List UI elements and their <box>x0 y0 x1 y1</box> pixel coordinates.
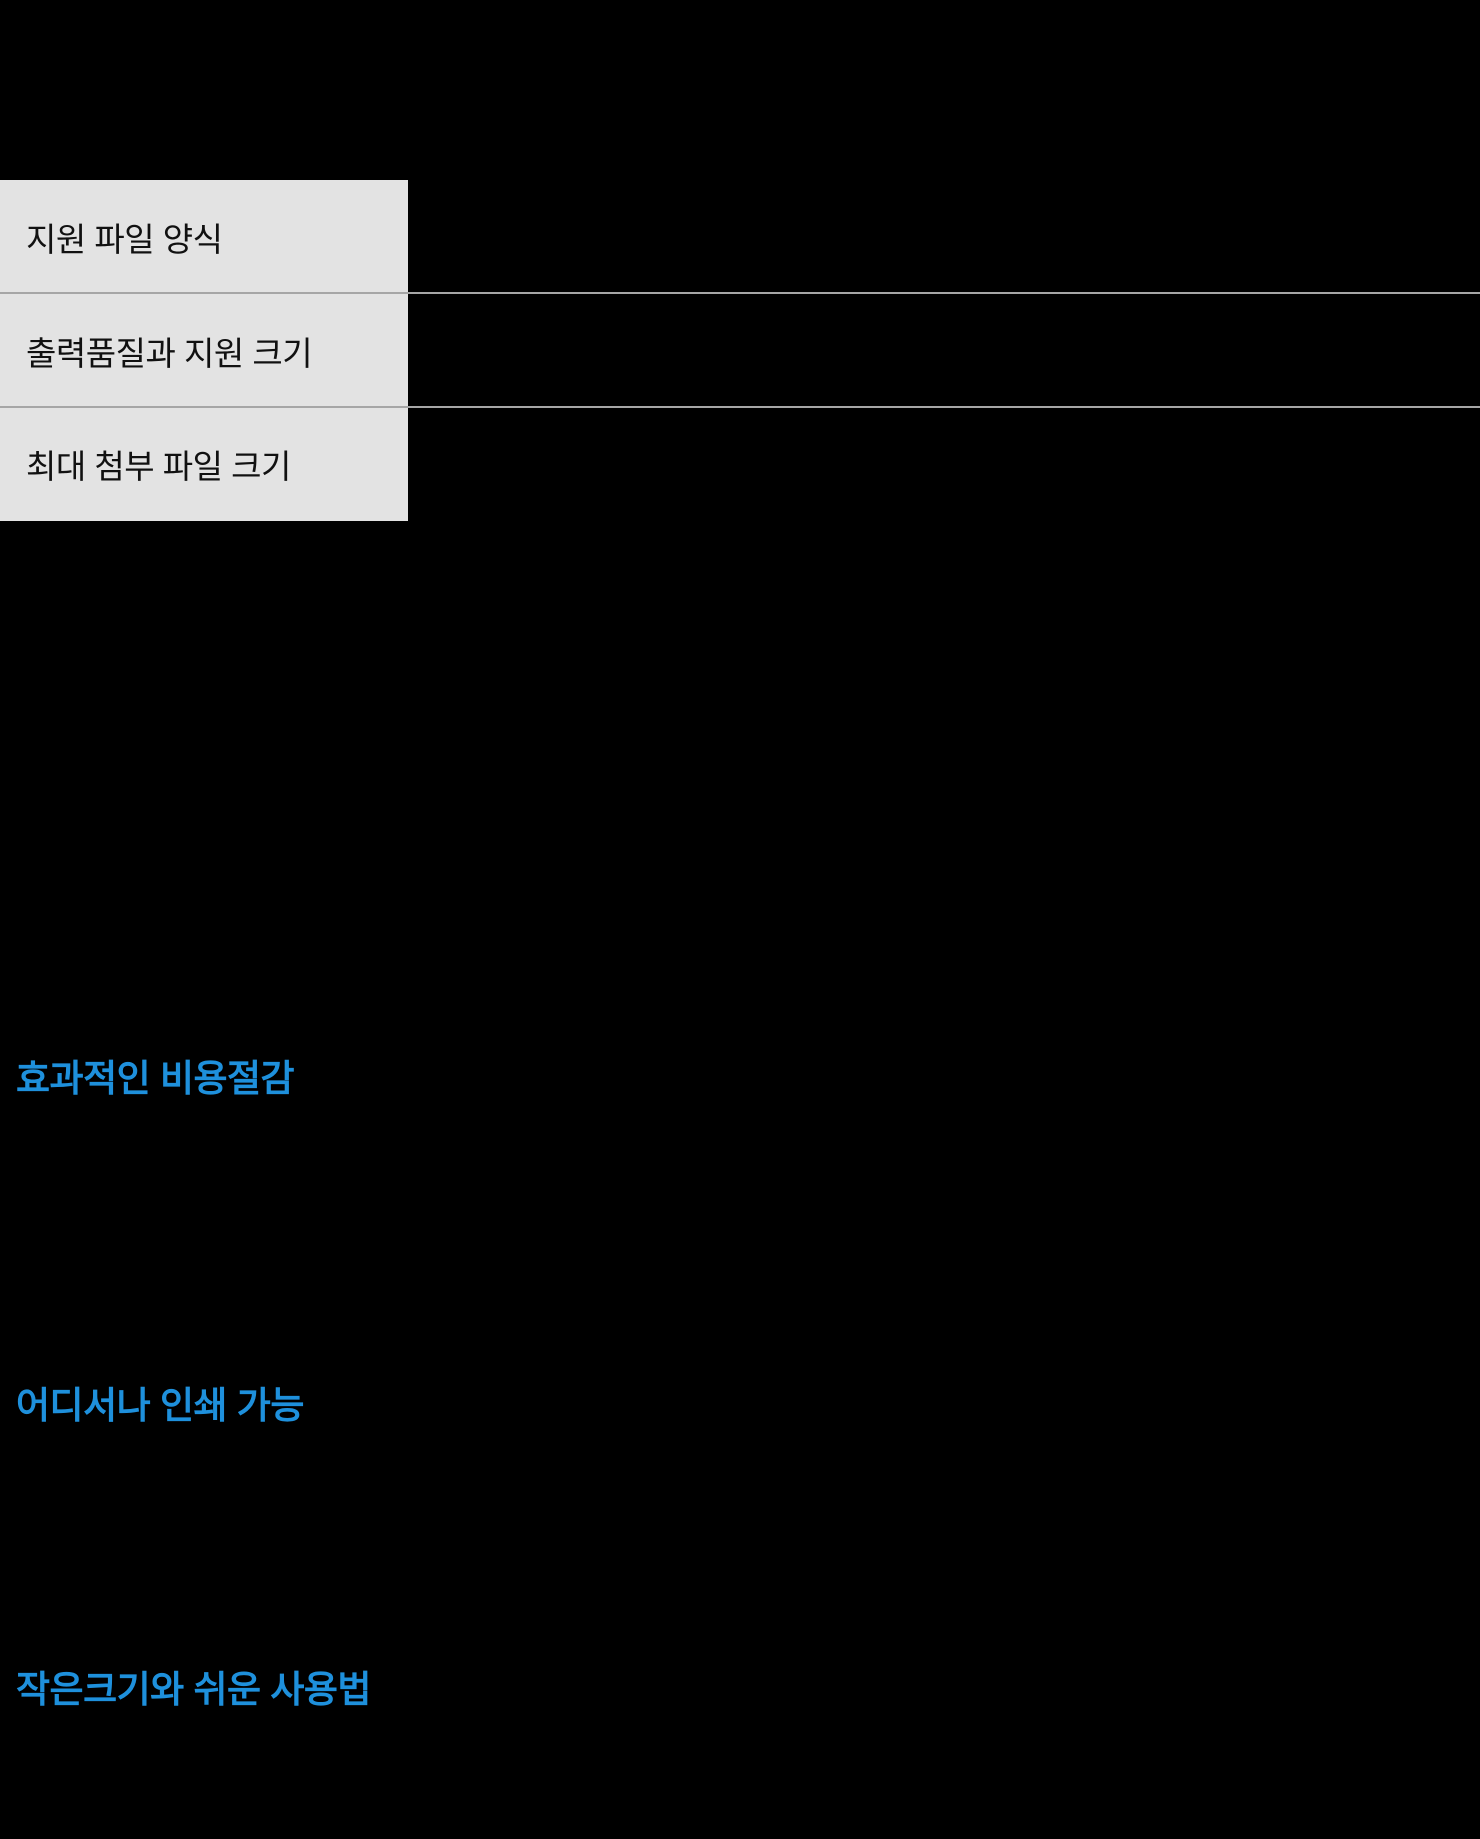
faq-menu-item-label: 출력품질과 지원 크기 <box>26 334 313 372</box>
section-title-print-anywhere: 어디서나 인쇄 가능 <box>16 1385 304 1426</box>
faq-menu-item-print-quality-sizes[interactable]: 출력품질과 지원 크기 <box>0 294 408 408</box>
faq-menu-item-label: 최대 첨부 파일 크기 <box>26 448 291 486</box>
divider-line <box>0 406 1480 408</box>
faq-menu-item-supported-file-formats[interactable]: 지원 파일 양식 <box>0 180 408 294</box>
section-title-cost-savings: 효과적인 비용절감 <box>16 1058 295 1099</box>
faq-menu-item-label: 지원 파일 양식 <box>26 220 223 258</box>
divider-line <box>0 292 1480 294</box>
faq-menu-item-max-attachment-size[interactable]: 최대 첨부 파일 크기 <box>0 407 408 521</box>
section-title-small-size-easy-use: 작은크기와 쉬운 사용법 <box>16 1669 371 1710</box>
faq-menu-panel: 지원 파일 양식 출력품질과 지원 크기 최대 첨부 파일 크기 <box>0 180 408 521</box>
